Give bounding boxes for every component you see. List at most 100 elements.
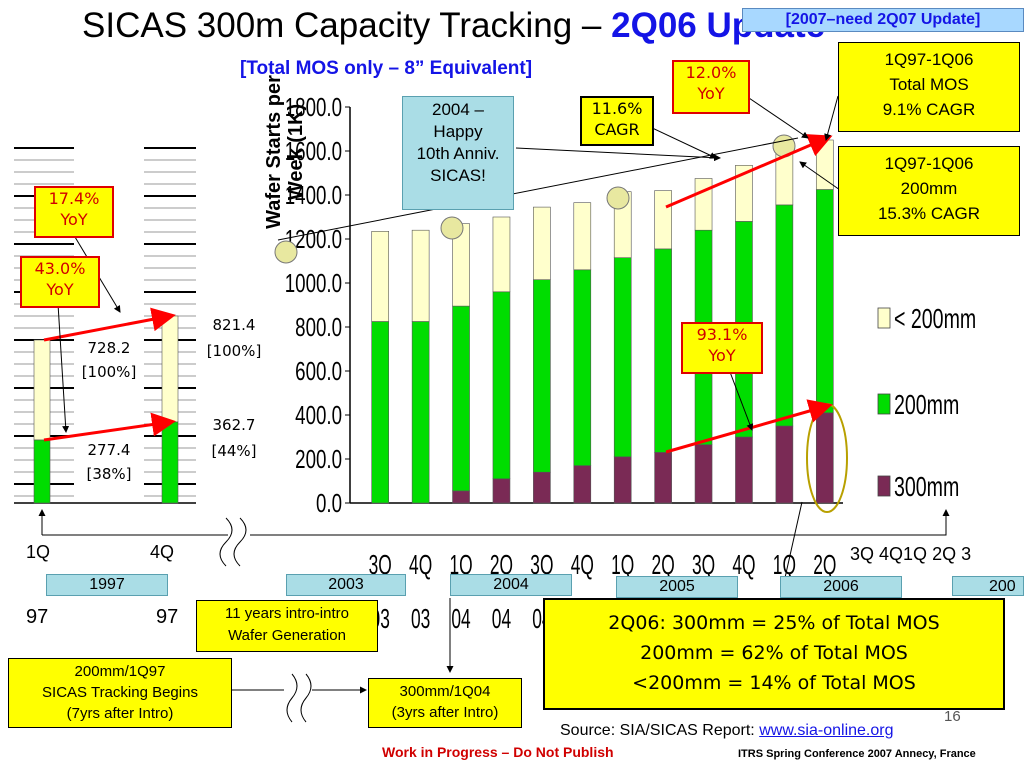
bar-segment: [573, 202, 592, 271]
mini-label-821-value: 821.4: [212, 316, 256, 334]
bar-segment: [371, 231, 390, 322]
mm200-line3: 15.3% CAGR: [877, 204, 981, 223]
x-tick-label-quarter: 3Q: [692, 549, 715, 580]
mini-bar-200mm: [161, 421, 179, 504]
year-box-2003: 2003: [286, 574, 406, 596]
anniv-line3: 10th Anniv.: [416, 144, 500, 163]
timeline-right: [250, 509, 950, 536]
mini-label-728-value: 728.2: [87, 339, 131, 357]
pointer-line: [729, 371, 754, 431]
mm200-line2: 200mm: [900, 179, 958, 198]
mini-label-728-pct: [100%]: [81, 363, 137, 381]
growth-arrow: [43, 412, 176, 442]
yoy-43-0-line2: YoY: [46, 280, 74, 299]
yoy-17-4-line1: 17.4%: [48, 189, 100, 208]
legend-swatch: [877, 307, 891, 329]
pointer-line: [647, 125, 717, 159]
source-link[interactable]: www.sia-online.org: [759, 722, 894, 739]
yoy-12-0-box: 12.0% YoY: [672, 60, 750, 114]
yoy-12-0-line1: 12.0%: [685, 63, 737, 82]
x-tick-label-quarter: 1Q: [611, 549, 634, 580]
total-mos-cagr-box: 1Q97-1Q06 Total MOS 9.1% CAGR: [838, 42, 1020, 132]
page-number: 16: [944, 708, 961, 725]
mini-label-362-pct: [44%]: [211, 442, 257, 460]
bar-segment: [654, 190, 672, 250]
bar-segment: [815, 139, 834, 190]
cagr-11-6-box: 11.6% CAGR: [580, 96, 654, 146]
bar-segment: [654, 248, 672, 453]
bar-segment: [533, 279, 551, 473]
y-tick-label: 1600.0: [285, 136, 342, 166]
yoy-17-4-line2: YoY: [60, 210, 88, 229]
highlight-circle: [606, 186, 630, 210]
mm300-line1: 300mm/1Q04: [399, 683, 491, 700]
x-tick-label-quarter: 4Q: [409, 549, 432, 580]
year-box-2004: 2004: [450, 574, 572, 596]
share-line1: 2Q06: 300mm = 25% of Total MOS: [608, 612, 940, 634]
year-box-2007: 200: [952, 576, 1024, 596]
bar-segment: [613, 456, 632, 504]
growth-arrow: [665, 399, 833, 454]
yoy-93-1-box: 93.1% YoY: [681, 322, 763, 374]
update-badge: [2007–need 2Q07 Update]: [742, 8, 1024, 32]
yoy-93-1-line2: YoY: [708, 346, 736, 365]
begins-line3: (7yrs after Intro): [66, 705, 174, 722]
highlight-circle: [440, 216, 464, 240]
pointer-line: [57, 303, 70, 433]
bar-segment: [411, 321, 430, 504]
title-main: SICAS 300m Capacity Tracking –: [82, 6, 612, 45]
share-line3: <200mm = 14% of Total MOS: [632, 672, 916, 694]
y-tick-label: 1000.0: [285, 268, 342, 298]
x-tick-label-quarter: 3Q: [369, 549, 392, 580]
mini-q-1q: 1Q: [26, 542, 51, 562]
y-tick-label: 200.0: [295, 444, 342, 474]
y-tick-label: 1800.0: [285, 92, 342, 122]
bar-segment: [815, 189, 834, 414]
bar-segment: [533, 471, 551, 504]
mm200-line1: 1Q97-1Q06: [884, 154, 974, 173]
extra-q-1: 4Q: [879, 544, 904, 564]
source-note: Source: SIA/SICAS Report: www.sia-online…: [560, 722, 893, 740]
bar-segment: [492, 291, 511, 480]
legend-label: 300mm: [894, 472, 959, 503]
mm200-cagr-box: 1Q97-1Q06 200mm 15.3% CAGR: [838, 146, 1020, 236]
bar-segment: [452, 305, 470, 492]
x-tick-label-year: 04: [451, 603, 470, 634]
conference-note: ITRS Spring Conference 2007 Annecy, Fran…: [738, 748, 976, 760]
intro-box: 11 years intro-intro Wafer Generation: [196, 600, 378, 652]
x-tick-label-quarter: 1Q: [449, 549, 472, 580]
bar-segment: [654, 452, 672, 504]
x-tick-label-quarter: 3Q: [530, 549, 553, 580]
y-tick-label: 0.0: [316, 488, 342, 518]
mini-label-821-pct: [100%]: [206, 342, 262, 360]
bar-segment: [775, 204, 794, 427]
extra-q-3: 2Q: [932, 544, 957, 564]
extra-quarter-labels: 3Q 4Q1Q 2Q 3: [850, 544, 971, 565]
yoy-43-0-line1: 43.0%: [34, 259, 86, 278]
pointer-line: [745, 95, 809, 139]
mini-bar-200mm: [33, 439, 51, 504]
total-mos-line1: 1Q97-1Q06: [884, 50, 974, 69]
mm300-intro-box: 300mm/1Q04 (3yrs after Intro): [368, 678, 522, 728]
total-mos-line2: Total MOS: [889, 75, 969, 94]
legend-swatch: [877, 393, 891, 415]
x-tick-label-quarter: 4Q: [732, 549, 755, 580]
mini-bar-lt200: [33, 339, 51, 441]
begins-line1: 200mm/1Q97: [74, 663, 166, 680]
y-tick-label: 400.0: [295, 400, 342, 430]
bar-segment: [371, 321, 390, 504]
extra-q-4: 3: [961, 544, 972, 564]
mini-label-277-pct: [38%]: [86, 465, 132, 483]
pointer-line: [824, 95, 839, 141]
y-tick-label: 800.0: [295, 312, 342, 342]
extra-q-2: 1Q: [903, 544, 928, 564]
bottom-break: [286, 673, 312, 723]
cagr-11-6-line1: 11.6%: [591, 99, 643, 118]
share-summary-box: 2Q06: 300mm = 25% of Total MOS 200mm = 6…: [543, 598, 1005, 710]
bar-segment: [533, 206, 551, 281]
growth-arrow: [43, 307, 176, 342]
y-tick-label: 600.0: [295, 356, 342, 386]
subtitle: [Total MOS only – 8” Equivalent]: [240, 58, 533, 79]
bar-segment: [694, 178, 713, 231]
intro-line2: Wafer Generation: [228, 627, 346, 644]
